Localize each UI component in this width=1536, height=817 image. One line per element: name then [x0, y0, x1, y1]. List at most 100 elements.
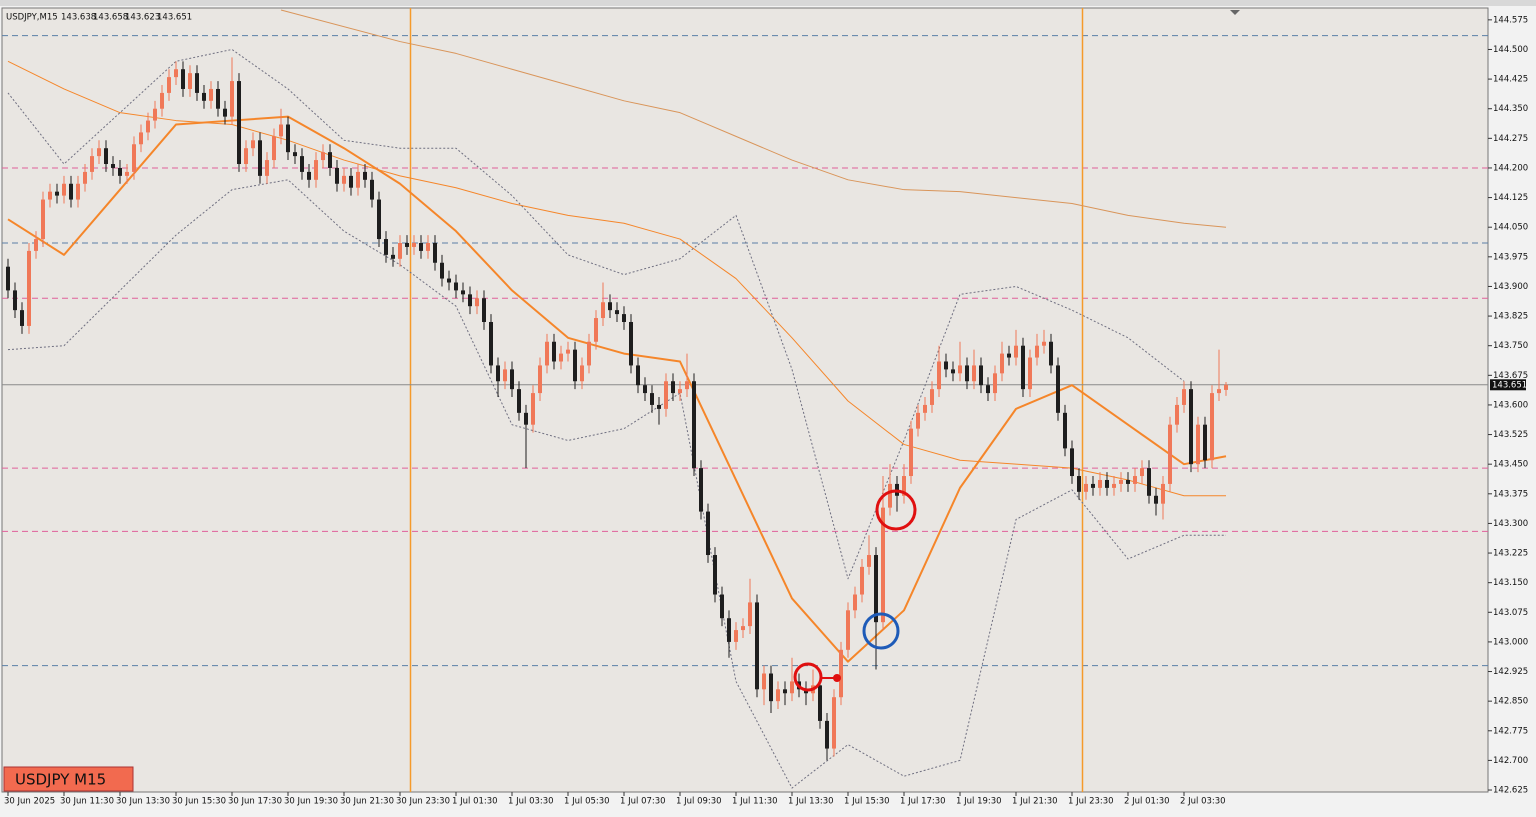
candle-body	[538, 365, 542, 394]
x-tick-label: 30 Jun 15:30	[172, 797, 226, 807]
y-tick-label: 143.750	[1493, 341, 1528, 351]
candle-body	[349, 175, 353, 188]
candle-body	[160, 92, 164, 109]
candle-body	[685, 381, 689, 390]
x-tick-label: 1 Jul 11:30	[732, 797, 778, 807]
indicator-line	[7, 115, 1227, 663]
candle-body	[783, 689, 787, 694]
y-tick-label: 143.600	[1493, 400, 1528, 410]
candle-body	[888, 483, 892, 508]
candle-body	[62, 183, 66, 196]
candle-body	[1182, 389, 1186, 405]
candle-body	[118, 167, 122, 176]
x-tick-label: 1 Jul 09:30	[676, 797, 722, 807]
candle-body	[286, 124, 290, 153]
header-low: 143.623	[125, 13, 160, 23]
candle-body	[1098, 479, 1102, 488]
candle-body	[454, 282, 458, 291]
candle-body	[566, 349, 570, 354]
candle-body	[951, 369, 955, 374]
candle-body	[1161, 483, 1165, 504]
candle-body	[664, 381, 668, 409]
candle-body	[314, 160, 318, 180]
candle-body	[293, 152, 297, 157]
candle-body	[244, 148, 248, 165]
candle-body	[615, 310, 619, 315]
candle-body	[167, 77, 171, 93]
candle-body	[909, 428, 913, 477]
y-tick-label: 143.900	[1493, 282, 1528, 292]
candle-body	[1126, 479, 1130, 484]
candle-body	[363, 171, 367, 180]
candle-body	[769, 673, 773, 702]
candle-body	[328, 152, 332, 168]
candle-body	[1168, 424, 1172, 484]
candle-body	[426, 243, 430, 251]
blue-circle	[862, 612, 900, 650]
candle-body	[881, 507, 885, 623]
candle-body	[629, 321, 633, 366]
candle-body	[930, 389, 934, 405]
y-tick-label: 143.150	[1493, 578, 1528, 588]
candle-body	[1063, 412, 1067, 449]
x-tick-label: 1 Jul 19:30	[956, 797, 1002, 807]
candle-body	[720, 594, 724, 619]
y-tick-label: 144.275	[1493, 134, 1528, 144]
candle-body	[867, 555, 871, 567]
candle-body	[55, 191, 59, 196]
candle-body	[209, 88, 213, 101]
x-tick-label: 30 Jun 19:30	[284, 797, 338, 807]
candle-body	[727, 618, 731, 642]
candle-body	[741, 626, 745, 631]
candle-body	[552, 341, 556, 362]
x-tick-label: 30 Jun 11:30	[60, 797, 114, 807]
x-tick-label: 2 Jul 03:30	[1180, 797, 1226, 807]
candle-body	[307, 171, 311, 180]
candle-body	[482, 298, 486, 322]
y-tick-label: 143.975	[1493, 252, 1528, 262]
candle-body	[832, 697, 836, 749]
y-tick-label: 144.500	[1493, 45, 1528, 55]
y-tick-label: 142.925	[1493, 667, 1528, 677]
candle-body	[1210, 393, 1214, 461]
header-open: 143.638	[61, 13, 96, 23]
candle-body	[125, 171, 129, 176]
candle-body	[412, 243, 416, 247]
candle-body	[475, 298, 479, 307]
candle-body	[34, 239, 38, 251]
candle-body	[1119, 479, 1123, 484]
candle-body	[622, 314, 626, 322]
candle-body	[139, 132, 143, 145]
candle-body	[342, 175, 346, 184]
axes: 144.575 144.500 144.425 144.350 144.275 144.2…	[4, 15, 1528, 806]
candle-body	[1133, 476, 1137, 484]
candle-body	[1077, 476, 1081, 492]
candle-body	[608, 302, 612, 311]
candle-body	[335, 167, 339, 184]
candle-body	[1217, 389, 1221, 394]
candle-body	[650, 393, 654, 405]
y-tick-label: 142.850	[1493, 697, 1528, 707]
candle-body	[1035, 345, 1039, 358]
candle-body	[517, 389, 521, 413]
candle-body	[489, 321, 493, 366]
badge-box	[3, 766, 134, 792]
candle-body	[223, 108, 227, 117]
candle-body	[1147, 468, 1151, 496]
x-tick-label: 30 Jun 13:30	[116, 797, 170, 807]
candle-body	[1056, 365, 1060, 413]
y-tick-label: 143.450	[1493, 460, 1528, 470]
y-tick-label: 142.700	[1493, 756, 1528, 766]
candle-body	[587, 341, 591, 366]
candle-body	[433, 243, 437, 263]
symbol-label: USDJPY,M15	[6, 13, 58, 23]
plot-area	[1, 7, 1489, 793]
candle-body	[503, 369, 507, 382]
x-tick-label: 30 Jun 2025	[4, 797, 55, 807]
candle-body	[20, 310, 24, 326]
candle-body	[405, 243, 409, 247]
y-tick-label: 144.425	[1493, 75, 1528, 85]
candle-body	[188, 73, 192, 89]
candle-body	[818, 685, 822, 721]
